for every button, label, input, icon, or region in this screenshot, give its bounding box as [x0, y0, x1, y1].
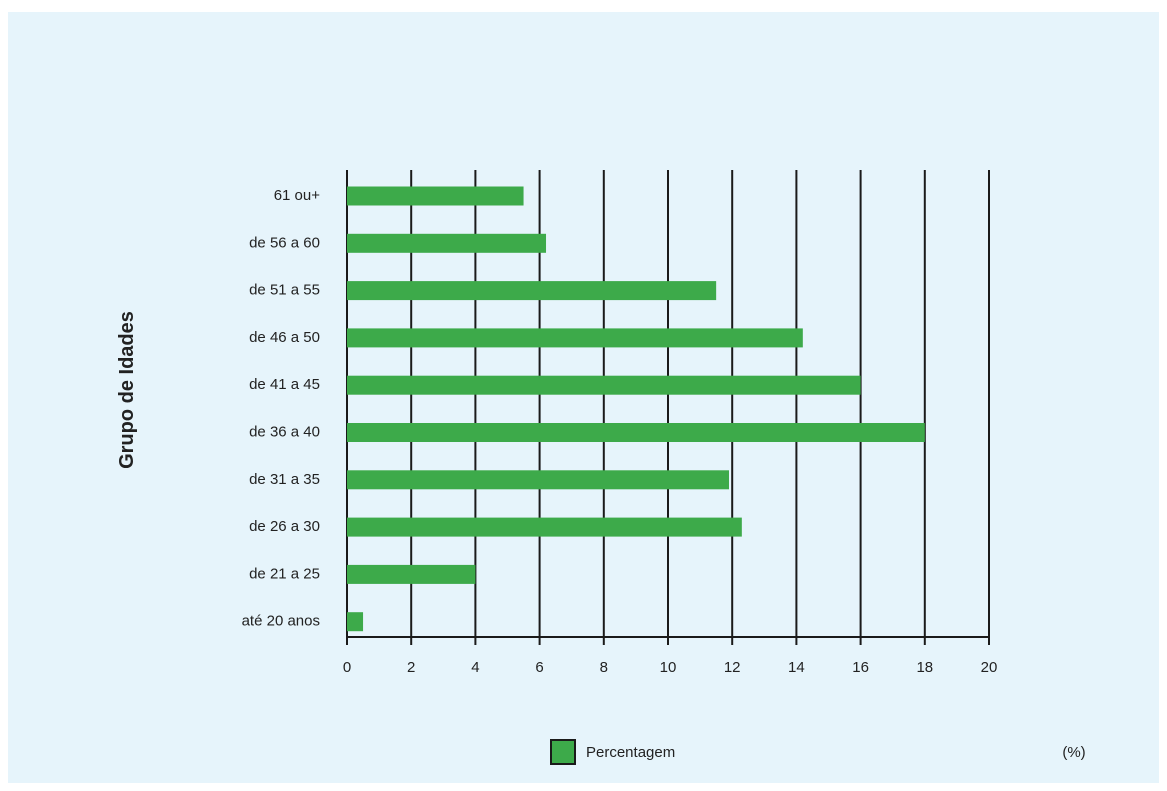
bar: [347, 612, 364, 632]
x-tick-label: 18: [916, 659, 933, 676]
x-tick-label: 4: [471, 659, 479, 676]
legend-swatch: [550, 739, 576, 765]
x-tick-label: 6: [535, 659, 543, 676]
category-labels: 61 ou+ de 56 a 60 de 51 a 55 de 46 a 50 de 4…: [242, 187, 321, 630]
bar: [347, 233, 547, 253]
x-tick-labels: 0 2 4 6 8 10 12 14 16 18 20: [343, 659, 998, 676]
bar: [347, 375, 861, 395]
bar: [347, 517, 742, 537]
chart-panel: 0 2 4 6 8 10 12 14 16 18 20 61 ou+ de 56 a 60 de 51 …: [8, 12, 1159, 783]
category-label: de 31 a 35: [249, 471, 320, 488]
bar: [347, 470, 729, 490]
x-tick-label: 8: [600, 659, 608, 676]
chart-background: [8, 12, 1159, 783]
bar: [347, 328, 803, 348]
category-label: de 21 a 25: [249, 565, 320, 582]
category-label: de 46 a 50: [249, 329, 320, 346]
x-tick-label: 0: [343, 659, 351, 676]
category-label: de 36 a 40: [249, 423, 320, 440]
category-label: até 20 anos: [242, 613, 320, 630]
bar: [347, 564, 476, 584]
x-tick-label: 12: [724, 659, 741, 676]
x-tick-label: 2: [407, 659, 415, 676]
legend-label: Percentagem: [586, 744, 675, 761]
category-label: de 56 a 60: [249, 234, 320, 251]
category-label: 61 ou+: [274, 187, 321, 204]
y-axis-title: Grupo de Idades: [116, 311, 138, 469]
bars: [347, 186, 925, 632]
bar: [347, 186, 524, 206]
chart: 0 2 4 6 8 10 12 14 16 18 20 61 ou+ de 56 a 60 de 51 …: [8, 12, 1159, 783]
x-tick-label: 10: [660, 659, 677, 676]
x-tick-label: 16: [852, 659, 869, 676]
bar: [347, 423, 925, 442]
unit-label: (%): [1062, 744, 1085, 761]
category-label: de 41 a 45: [249, 376, 320, 393]
bar: [347, 281, 717, 301]
x-tick-label: 20: [981, 659, 998, 676]
x-tick-label: 14: [788, 659, 805, 676]
category-label: de 51 a 55: [249, 282, 320, 299]
category-label: de 26 a 30: [249, 518, 320, 535]
